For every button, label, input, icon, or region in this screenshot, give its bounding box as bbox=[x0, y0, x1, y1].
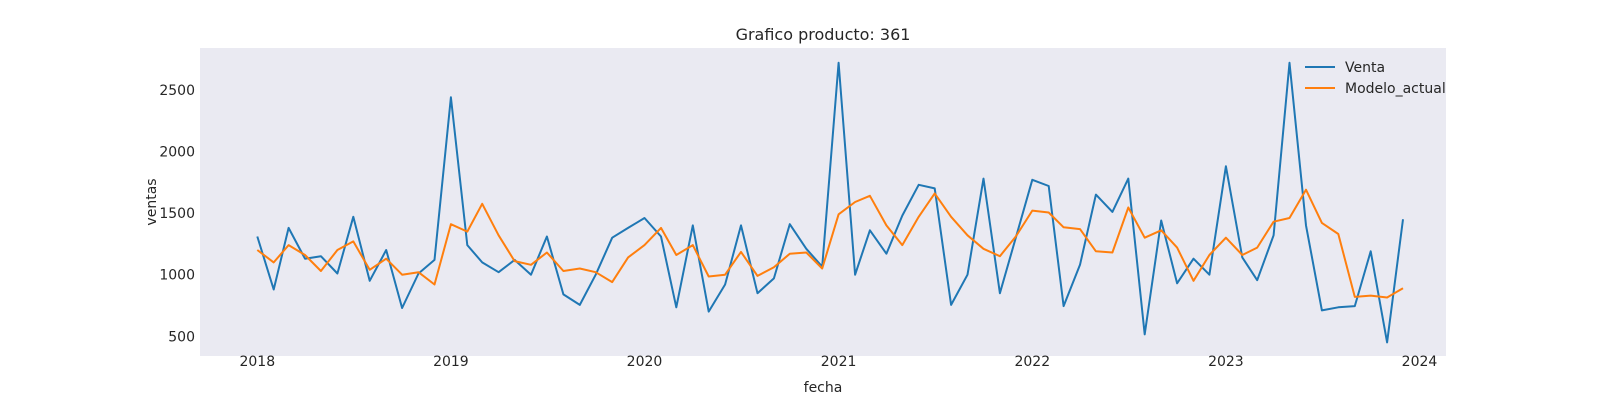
x-tick-label: 2021 bbox=[821, 354, 857, 370]
plot-area-background bbox=[200, 48, 1446, 356]
y-axis-label: ventas bbox=[144, 178, 160, 225]
y-tick-label: 2000 bbox=[159, 145, 195, 161]
x-axis-label: fecha bbox=[804, 380, 843, 396]
y-tick-label: 1500 bbox=[159, 206, 195, 222]
x-tick-label: 2022 bbox=[1014, 354, 1050, 370]
series-layer bbox=[256, 61, 1404, 344]
chart-title: Grafico producto: 361 bbox=[736, 25, 911, 44]
legend: Venta Modelo_actual bbox=[1305, 60, 1446, 97]
y-axis-ticks: 500 1000 1500 2000 2500 bbox=[159, 83, 195, 345]
x-tick-label: 2018 bbox=[239, 354, 275, 370]
series-line-modelo-actual bbox=[256, 188, 1404, 299]
x-tick-label: 2023 bbox=[1208, 354, 1244, 370]
x-tick-label: 2020 bbox=[627, 354, 663, 370]
y-tick-label: 1000 bbox=[159, 268, 195, 284]
series-line-venta bbox=[256, 61, 1404, 344]
x-tick-label: 2024 bbox=[1402, 354, 1438, 370]
y-tick-label: 2500 bbox=[159, 83, 195, 99]
x-axis-ticks: 2018 2019 2020 2021 2022 2023 2024 bbox=[239, 354, 1437, 370]
legend-label-modelo-actual: Modelo_actual bbox=[1345, 81, 1446, 97]
x-tick-label: 2019 bbox=[433, 354, 469, 370]
legend-label-venta: Venta bbox=[1345, 60, 1385, 76]
y-tick-label: 500 bbox=[168, 329, 195, 345]
